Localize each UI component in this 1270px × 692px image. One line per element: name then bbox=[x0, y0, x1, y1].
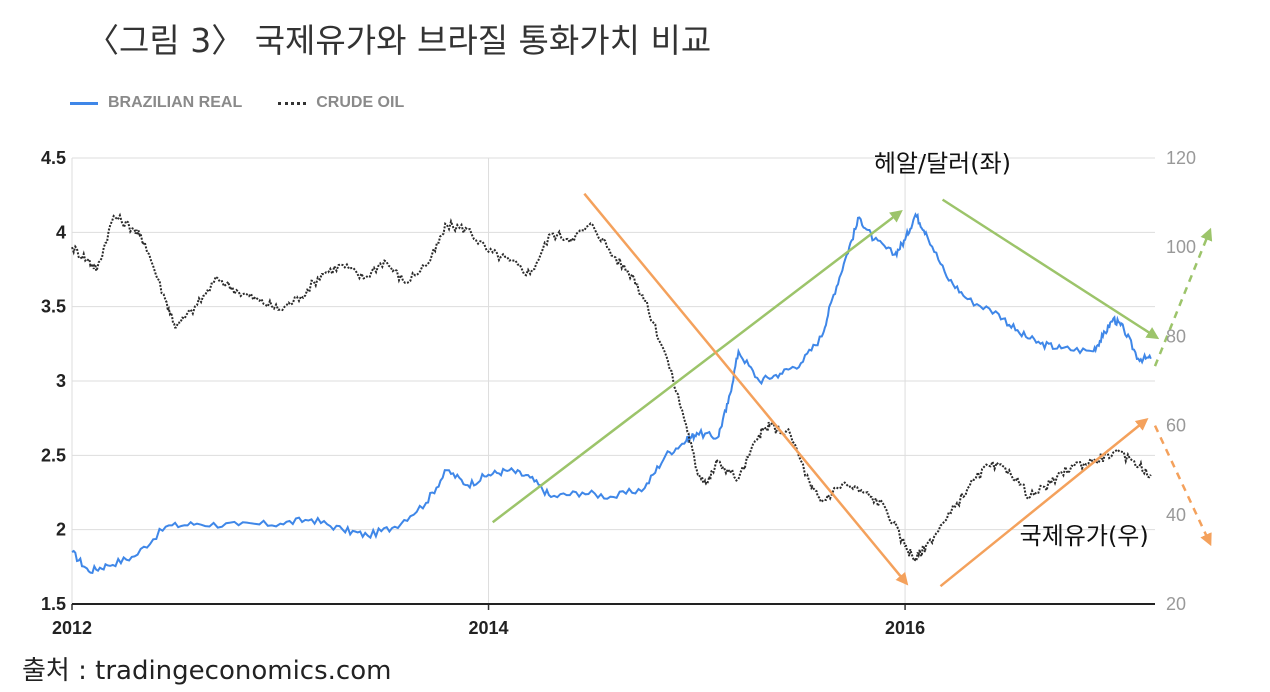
legend-swatch-real bbox=[70, 101, 98, 105]
arrow-oil-up bbox=[939, 417, 1149, 588]
y-right-tick-label: 60 bbox=[1166, 416, 1186, 436]
y-right-tick-label: 120 bbox=[1166, 148, 1196, 168]
y-left-tick-label: 4.5 bbox=[41, 148, 66, 168]
y-right-tick-label: 100 bbox=[1166, 237, 1196, 257]
y-right-tick-label: 40 bbox=[1166, 505, 1186, 525]
arrow-real-down bbox=[941, 198, 1160, 340]
arrow-real-up bbox=[491, 209, 903, 524]
arrow-oil-down bbox=[583, 192, 909, 586]
legend-label-real: BRAZILIAN REAL bbox=[108, 94, 243, 111]
legend-item-oil[interactable]: CRUDE OIL bbox=[278, 94, 404, 112]
series-line-oil bbox=[71, 212, 1152, 563]
trend-arrows bbox=[491, 192, 1213, 588]
y-left-tick-label: 3 bbox=[56, 371, 66, 391]
chart-legend: BRAZILIAN REAL CRUDE OIL bbox=[70, 94, 440, 112]
axes: 4.5 4 3.5 3 2.5 2 1.5 120 100 80 60 40 20 2012 2014 201… bbox=[41, 148, 1196, 638]
annotations: 헤알/달러(좌) 국제유가(우) bbox=[874, 149, 1149, 549]
series-lines bbox=[71, 212, 1152, 574]
annotation-real: 헤알/달러(좌) bbox=[874, 149, 1011, 177]
x-tick-label: 2016 bbox=[885, 618, 925, 638]
grid-lines bbox=[71, 157, 1155, 604]
y-right-tick-label: 80 bbox=[1166, 326, 1186, 346]
page-title: 〈그림 3〉 국제유가와 브라질 통화가치 비교 bbox=[86, 21, 712, 60]
x-tick-label: 2012 bbox=[52, 618, 92, 638]
y-left-tick-label: 1.5 bbox=[41, 594, 66, 614]
y-left-tick-label: 2.5 bbox=[41, 445, 66, 465]
y-left-tick-label: 3.5 bbox=[41, 297, 66, 317]
arrow-oil-forecast bbox=[1153, 425, 1212, 547]
y-left-tick-label: 2 bbox=[56, 520, 66, 540]
annotation-oil: 국제유가(우) bbox=[1020, 522, 1149, 550]
y-left-tick-label: 4 bbox=[56, 222, 66, 242]
legend-swatch-oil bbox=[278, 101, 307, 105]
y-right-tick-label: 20 bbox=[1166, 594, 1186, 614]
legend-label-oil: CRUDE OIL bbox=[316, 94, 405, 111]
legend-item-real[interactable]: BRAZILIAN REAL bbox=[70, 94, 242, 112]
series-line-real bbox=[71, 212, 1152, 574]
x-tick-label: 2014 bbox=[469, 618, 509, 638]
arrow-real-forecast bbox=[1153, 227, 1213, 367]
source-note: 출처 : tradingeconomics.com bbox=[22, 656, 392, 686]
